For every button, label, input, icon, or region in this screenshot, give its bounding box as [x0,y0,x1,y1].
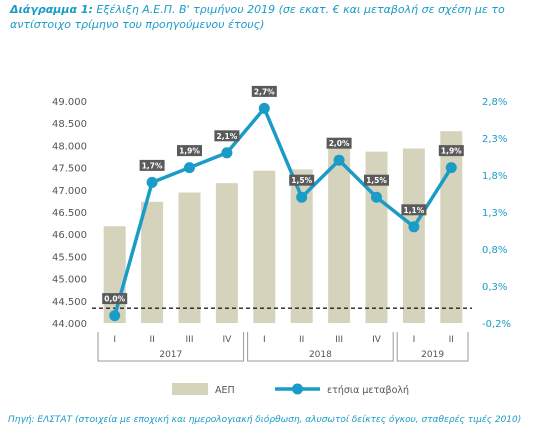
line-point [445,162,457,174]
data-label: 2,7% [254,87,275,96]
y-right-tick-label: 0,3% [482,282,507,293]
data-label: 1,7% [142,161,163,170]
data-label-bg [289,174,315,186]
y-left-tick-label: 44.500 [52,297,87,308]
bar-gdp [365,151,388,323]
x-tick-label: II [149,335,154,345]
y-left-tick-label: 45.500 [52,252,87,263]
data-label: 1,9% [179,147,200,156]
y-left-tick-label: 47.000 [52,186,87,197]
line-point [371,191,382,203]
data-label: 2,1% [216,132,237,141]
data-label-bg [177,145,202,157]
y-right-tick-label: 2,8% [482,97,507,108]
data-label-bg [364,174,389,186]
y-left-tick-label: 49.000 [52,97,87,108]
bar-gdp [328,147,351,323]
y-left-tick-label: 44.000 [52,319,87,330]
chart-title: Διάγραμμα 1: Εξέλιξη Α.Ε.Π. Β' τριμήνου … [10,2,530,32]
x-tick-label: II [299,335,304,345]
line-point [333,154,345,166]
data-label-bg [251,85,277,97]
bar-gdp [290,169,313,323]
y-left-tick-label: 48.000 [52,141,87,152]
data-label: 1,9% [441,147,462,156]
y-right-tick-label: 2,3% [482,134,507,145]
y-right-tick-label: 0,8% [482,245,507,256]
year-bracket [247,332,394,362]
y-left-tick-label: 47.500 [52,164,87,175]
y-right-tick-label: -0,2% [482,319,511,330]
legend-swatch-marker [292,383,303,395]
data-label-bg [139,159,165,171]
line-point [408,221,420,233]
bar-gdp [178,192,201,323]
data-label-bg [102,293,128,305]
data-label: 1,5% [291,176,312,185]
x-tick-label: I [413,335,416,345]
x-tick-label: III [335,335,343,345]
line-point [258,102,270,114]
line-point [184,162,195,174]
legend-swatch-bar [172,383,208,395]
year-bracket [97,332,245,362]
bar-gdp [253,170,276,323]
year-label: 2019 [421,350,444,360]
year-label: 2018 [309,350,332,360]
legend-label-bar: ΑΕΠ [215,385,235,396]
x-tick-label: IV [372,335,382,345]
data-label: 2,0% [329,139,350,148]
x-tick-label: IV [222,335,232,345]
line-point [146,176,158,188]
x-tick-label: I [113,335,116,345]
legend-label-line: ετήσια μεταβολή [327,385,409,396]
y-right-tick-label: 1,8% [482,171,507,182]
x-tick-label: I [263,335,266,345]
x-tick-label: III [186,335,194,345]
data-label-bg [214,130,240,142]
data-label: 1,1% [403,206,424,215]
y-right-tick-label: 1,3% [482,208,507,219]
y-left-tick-label: 48.500 [52,119,87,130]
source-note: Πηγή: ΕΛΣΤΑΤ (στοιχεία με εποχική και ημ… [8,415,522,425]
chart-title-lead: Διάγραμμα 1: [10,3,93,16]
year-label: 2017 [159,350,182,360]
data-label: 1,5% [366,176,387,185]
line-point [296,191,308,203]
y-left-tick-label: 45.000 [52,275,87,286]
data-label-bg [326,137,352,149]
y-left-tick-label: 46.000 [52,230,87,241]
data-label-bg [438,145,464,157]
bar-gdp [141,201,164,323]
data-label: 0,0% [104,295,125,304]
series-line-annual-change [113,106,453,317]
line-point [221,147,233,159]
bar-gdp [440,131,463,323]
chart-title-text: Εξέλιξη Α.Ε.Π. Β' τριμήνου 2019 (σε εκατ… [10,3,505,31]
x-tick-label: II [449,335,454,345]
year-bracket [396,332,469,362]
bar-gdp [402,148,425,323]
line-point [109,310,121,322]
bar-gdp [215,183,238,323]
data-label-bg [401,204,427,216]
y-left-tick-label: 46.500 [52,208,87,219]
